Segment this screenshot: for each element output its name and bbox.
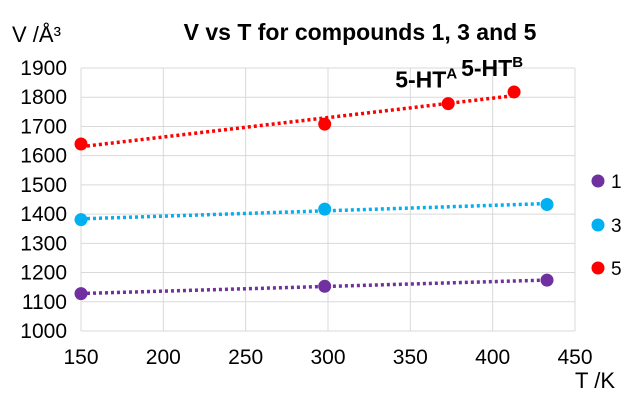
annotation-superscript: A <box>446 66 457 83</box>
data-point-series-5 <box>441 97 455 111</box>
y-tick-label: 1300 <box>20 232 67 255</box>
y-tick-label: 1500 <box>20 174 67 197</box>
annotation-label: 5-HTA <box>395 66 457 93</box>
legend: 1 3 5 <box>591 172 622 280</box>
y-tick-label: 1000 <box>20 320 67 343</box>
x-tick-label: 400 <box>475 346 510 369</box>
x-tick-label: 150 <box>63 346 98 369</box>
legend-marker-series-5 <box>591 261 605 275</box>
y-tick-label: 1400 <box>20 203 67 226</box>
y-tick-label: 1800 <box>20 86 67 109</box>
data-point-series-1 <box>318 279 332 293</box>
legend-label: 5 <box>611 259 622 280</box>
x-tick-label: 200 <box>146 346 181 369</box>
annotation-superscript: B <box>512 54 523 71</box>
data-points <box>74 85 554 301</box>
trendline-series-5 <box>80 93 515 149</box>
y-tick-label: 1900 <box>20 57 67 80</box>
y-tick-label: 1200 <box>20 262 67 285</box>
legend-marker-series-1 <box>591 174 605 188</box>
x-tick-label: 450 <box>557 346 592 369</box>
x-tick-label: 300 <box>310 346 345 369</box>
y-tick-label: 1700 <box>20 115 67 138</box>
trendline-series-1 <box>80 278 548 296</box>
annotation-base: 5-HT <box>395 67 446 93</box>
annotation-label: 5-HTB <box>461 54 523 81</box>
legend-label: 1 <box>611 172 622 193</box>
data-point-series-1 <box>540 273 554 287</box>
annotations: 5-HTA 5-HTB <box>395 54 523 93</box>
data-point-series-3 <box>540 197 554 211</box>
trendlines <box>80 93 548 296</box>
data-point-series-5 <box>74 137 88 151</box>
y-tick-label: 1600 <box>20 145 67 168</box>
trendline-series-3 <box>80 201 548 221</box>
data-point-series-3 <box>318 202 332 216</box>
legend-marker-series-3 <box>591 218 605 232</box>
tick-labels: 1000 1100 1200 1300 1400 1500 1600 1700 1800 1900… <box>20 57 592 369</box>
x-axis-label: T /K <box>575 368 615 393</box>
data-point-series-5 <box>507 85 521 99</box>
chart-title: V vs T for compounds 1, 3 and 5 <box>184 19 537 45</box>
annotation-base: 5-HT <box>461 55 512 81</box>
y-tick-label: 1100 <box>22 291 67 314</box>
legend-label: 3 <box>611 216 622 237</box>
y-axis-label: V /Å³ <box>12 22 61 47</box>
data-point-series-5 <box>318 117 332 131</box>
x-tick-label: 350 <box>393 346 428 369</box>
data-point-series-1 <box>74 287 88 301</box>
data-point-series-3 <box>74 213 88 227</box>
x-tick-label: 250 <box>228 346 263 369</box>
